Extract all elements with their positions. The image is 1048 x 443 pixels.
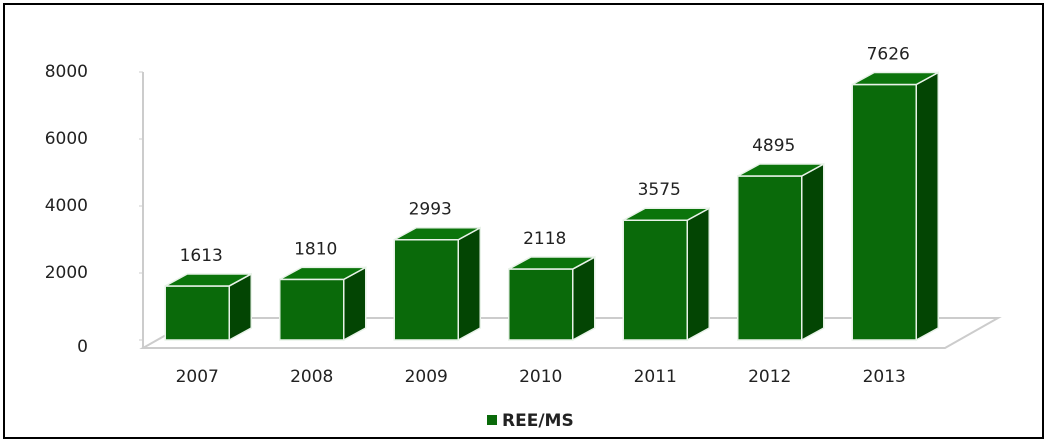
x-tick-label: 2008 (290, 367, 333, 387)
bar-face (572, 255, 596, 342)
legend-swatch (487, 415, 497, 425)
bar (393, 226, 481, 342)
x-tick-label: 2012 (748, 367, 791, 387)
bar (622, 206, 710, 342)
bar-face (457, 226, 481, 342)
bar (279, 266, 367, 342)
bar-face (622, 207, 710, 221)
bar (851, 71, 939, 342)
data-label: 2118 (523, 229, 566, 249)
x-tick-label: 2010 (519, 367, 562, 387)
bar (508, 255, 596, 342)
y-tick-label: 6000 (45, 129, 88, 149)
bar-face (851, 83, 917, 341)
bar-face (801, 162, 825, 342)
bar-face (279, 266, 367, 281)
bar-face (393, 226, 481, 241)
data-label: 1613 (180, 246, 223, 266)
bar-face (737, 175, 803, 341)
data-label: 1810 (294, 239, 337, 259)
bar-face (393, 238, 459, 341)
data-label: 7626 (867, 45, 910, 65)
bar-face (164, 273, 252, 287)
y-tick-label: 2000 (45, 263, 88, 283)
bar-face (508, 268, 574, 341)
data-label: 2993 (409, 200, 452, 220)
bar-face (737, 163, 825, 177)
x-tick-label: 2007 (176, 367, 219, 387)
y-tick-label: 0 (77, 337, 88, 357)
bar-face (622, 219, 688, 341)
legend-label: REE/MS (502, 411, 574, 431)
bar (164, 272, 252, 342)
x-tick-label: 2011 (634, 367, 677, 387)
x-tick-label: 2009 (405, 367, 448, 387)
bar (737, 162, 825, 342)
bar-face (508, 256, 596, 270)
data-label: 4895 (752, 136, 795, 156)
bar-face (686, 206, 710, 342)
bar-face (851, 71, 939, 86)
y-tick-label: 8000 (45, 62, 88, 82)
bar-face (915, 71, 939, 342)
y-tick-label: 4000 (45, 196, 88, 216)
bar-face (164, 285, 230, 341)
bar-face (279, 278, 345, 341)
x-tick-label: 2013 (863, 367, 906, 387)
data-label: 3575 (638, 180, 681, 200)
